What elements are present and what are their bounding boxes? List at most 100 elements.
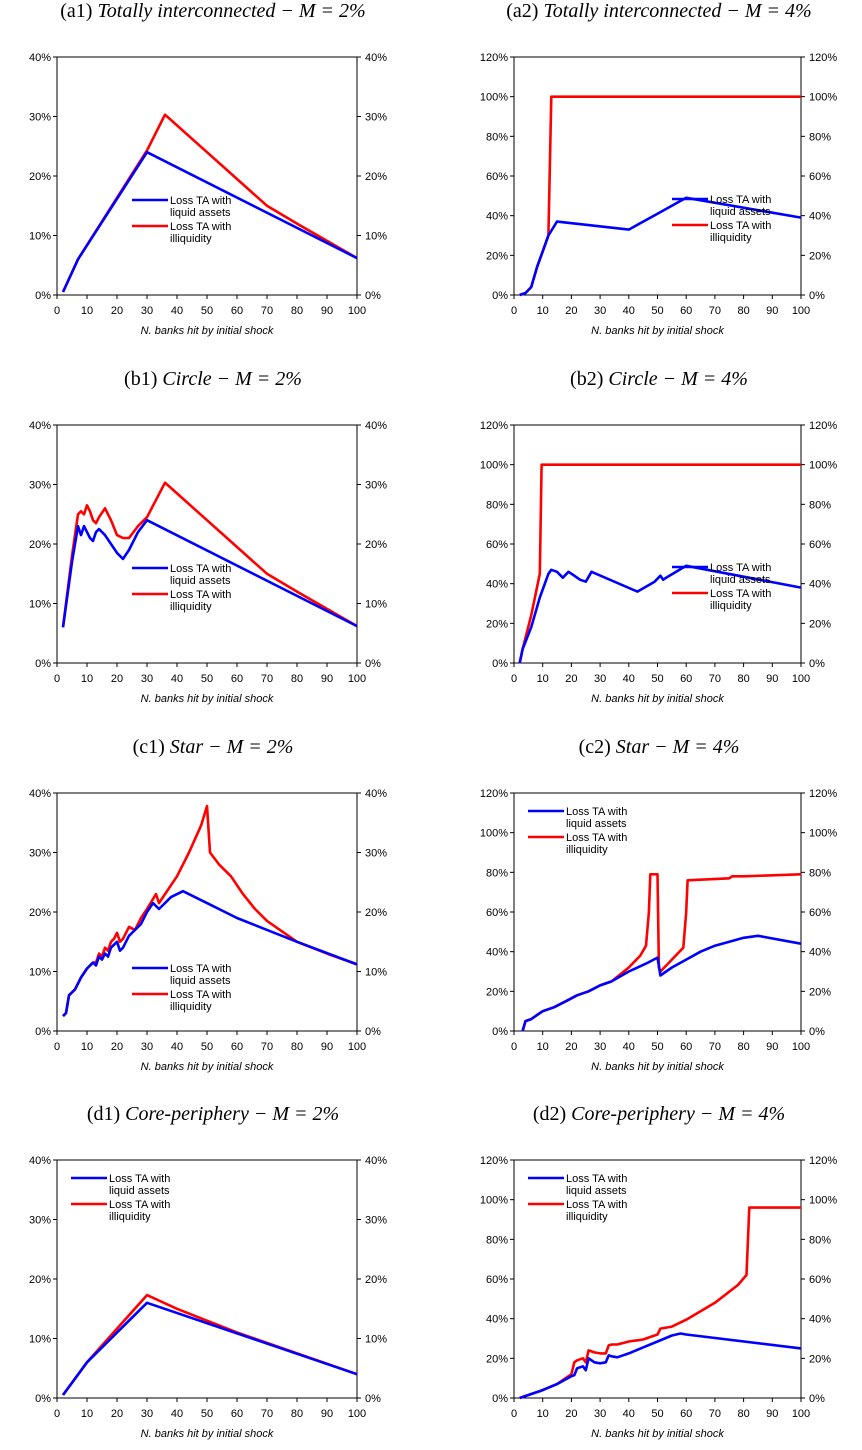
y-tick-label-left: 100% — [480, 828, 508, 840]
y-tick-label-left: 0% — [492, 1393, 508, 1405]
x-tick-label: 50 — [201, 305, 213, 317]
chart-b2: (b2) Circle − M = 4% 0% 0% 20% 20% 40% 40% 60% 6… — [480, 368, 837, 705]
legend-label-illiquidity: Loss TA with illiquidity — [170, 989, 231, 1013]
x-tick-label: 60 — [680, 1408, 692, 1420]
x-tick-label: 90 — [766, 673, 778, 685]
legend-label-liquid-assets: Loss TA with liquid assets — [710, 194, 771, 218]
x-tick-label: 80 — [291, 1041, 303, 1053]
legend-label-liquid-assets: Loss TA with liquid assets — [170, 195, 231, 219]
x-tick-label: 70 — [709, 673, 721, 685]
legend-label-illiquidity: Loss TA with illiquidity — [170, 589, 231, 613]
x-tick-label: 0 — [54, 1408, 60, 1420]
x-tick-label: 40 — [171, 1408, 183, 1420]
x-tick-label: 60 — [680, 305, 692, 317]
y-tick-label-left: 100% — [480, 1195, 508, 1207]
y-tick-label-right: 40% — [809, 579, 831, 591]
x-tick-label: 70 — [261, 1408, 273, 1420]
y-tick-label-left: 30% — [29, 848, 51, 860]
x-tick-label: 30 — [594, 305, 606, 317]
chart-a2: (a2) Totally interconnected − M = 4% 0% 0%… — [480, 0, 837, 337]
chart-title: (a2) Totally interconnected − M = 4% — [506, 0, 811, 22]
y-tick-label-right: 0% — [365, 290, 381, 302]
chart-title: (a1) Totally interconnected − M = 2% — [60, 0, 365, 22]
x-tick-label: 0 — [511, 1408, 517, 1420]
y-tick-label-left: 0% — [35, 1026, 51, 1038]
y-tick-label-left: 120% — [480, 788, 508, 800]
y-tick-label-left: 20% — [29, 907, 51, 919]
y-tick-label-right: 40% — [365, 1155, 387, 1167]
x-tick-label: 80 — [737, 305, 749, 317]
x-tick-label: 70 — [709, 305, 721, 317]
y-tick-label-left: 80% — [486, 131, 508, 143]
legend-label-line: Loss TA with — [566, 1173, 627, 1185]
chart-title: (d1) Core-periphery − M = 2% — [87, 1103, 339, 1125]
legend-label-line: Loss TA with — [710, 588, 771, 600]
x-tick-label: 10 — [81, 1408, 93, 1420]
legend-label-line: liquid assets — [109, 1185, 170, 1197]
x-tick-label: 50 — [201, 1041, 213, 1053]
y-tick-label-left: 40% — [486, 211, 508, 223]
chart-title-main: Totally interconnected − M = 2% — [97, 0, 365, 22]
x-tick-label: 90 — [766, 1408, 778, 1420]
chart-title: (c2) Star − M = 4% — [579, 736, 740, 758]
legend-label-line: liquid assets — [170, 975, 231, 987]
x-tick-label: 80 — [291, 305, 303, 317]
y-tick-label-left: 40% — [29, 788, 51, 800]
x-tick-label: 40 — [171, 1041, 183, 1053]
x-tick-label: 30 — [141, 1408, 153, 1420]
x-tick-label: 60 — [231, 1041, 243, 1053]
legend-label-line: Loss TA with — [566, 832, 627, 844]
chart-title-prefix: (a1) — [60, 0, 97, 22]
y-tick-label-right: 60% — [809, 907, 831, 919]
x-tick-label: 50 — [201, 1408, 213, 1420]
y-tick-label-right: 10% — [365, 1334, 387, 1346]
x-tick-label: 30 — [594, 673, 606, 685]
legend-label-illiquidity: Loss TA with illiquidity — [566, 832, 627, 856]
y-tick-label-left: 60% — [486, 539, 508, 551]
y-tick-label-right: 120% — [809, 420, 837, 432]
x-tick-label: 60 — [231, 305, 243, 317]
y-tick-label-left: 120% — [480, 1155, 508, 1167]
y-tick-label-right: 0% — [809, 1393, 825, 1405]
series-line-liquid-assets — [519, 196, 802, 297]
x-tick-label: 50 — [651, 1041, 663, 1053]
x-tick-label: 20 — [565, 305, 577, 317]
x-tick-label: 60 — [680, 1041, 692, 1053]
legend-label-line: illiquidity — [566, 844, 608, 856]
y-tick-label-right: 20% — [365, 539, 387, 551]
y-tick-label-left: 30% — [29, 480, 51, 492]
plot-frame — [56, 56, 358, 296]
x-tick-label: 90 — [321, 305, 333, 317]
legend-label-line: liquid assets — [566, 818, 627, 830]
legend-label-line: Loss TA with — [170, 989, 231, 1001]
x-tick-label: 20 — [111, 1408, 123, 1420]
legend-label-line: liquid assets — [710, 574, 771, 586]
legend-label-liquid-assets: Loss TA with liquid assets — [170, 563, 231, 587]
y-tick-label-left: 20% — [486, 986, 508, 998]
y-tick-label-right: 30% — [365, 1215, 387, 1227]
y-tick-label-right: 20% — [365, 1274, 387, 1286]
x-tick-label: 10 — [81, 1041, 93, 1053]
y-tick-label-right: 100% — [809, 460, 837, 472]
x-tick-label: 100 — [348, 673, 366, 685]
y-tick-label-right: 100% — [809, 92, 837, 104]
y-tick-label-left: 40% — [29, 52, 51, 64]
y-tick-label-left: 80% — [486, 499, 508, 511]
x-tick-label: 0 — [54, 305, 60, 317]
legend: Loss TA with liquid assets Loss TA with ill… — [528, 806, 627, 856]
y-tick-label-right: 40% — [809, 1314, 831, 1326]
x-tick-label: 100 — [348, 1041, 366, 1053]
chart-title-main: Circle − M = 2% — [162, 368, 302, 390]
legend-label-line: Loss TA with — [170, 589, 231, 601]
x-tick-label: 10 — [537, 305, 549, 317]
y-tick-label-right: 80% — [809, 1234, 831, 1246]
x-tick-label: 0 — [511, 673, 517, 685]
chart-title-main: Core-periphery − M = 2% — [125, 1103, 339, 1125]
y-tick-label-right: 20% — [809, 250, 831, 262]
legend-label-line: Loss TA with — [170, 563, 231, 575]
x-tick-label: 90 — [321, 673, 333, 685]
y-tick-label-right: 0% — [809, 290, 825, 302]
y-tick-label-left: 10% — [29, 231, 51, 243]
